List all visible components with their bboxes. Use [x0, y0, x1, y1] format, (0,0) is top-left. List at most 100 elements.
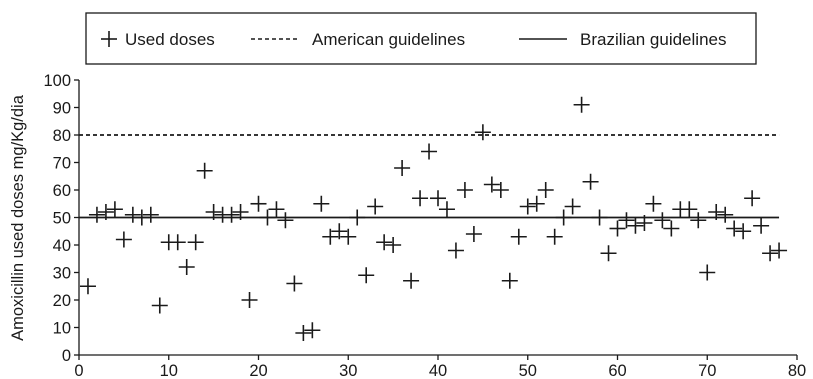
- data-point-marker: [187, 234, 204, 251]
- data-point-marker: [708, 204, 725, 220]
- data-point-marker: [591, 209, 608, 226]
- data-point-marker: [403, 272, 420, 289]
- x-tick-label: 70: [698, 362, 716, 379]
- data-point-marker: [232, 204, 249, 220]
- data-point-marker: [717, 206, 734, 223]
- data-point-marker: [474, 124, 491, 141]
- data-point-marker: [654, 212, 671, 229]
- data-point-marker: [447, 242, 464, 259]
- data-point-marker: [735, 223, 752, 240]
- y-tick-label: 70: [53, 155, 71, 173]
- data-point-marker: [627, 217, 644, 234]
- x-tick-label: 0: [74, 362, 83, 379]
- data-point-marker: [322, 228, 339, 245]
- data-point-marker: [313, 195, 330, 212]
- data-point-marker: [223, 206, 240, 223]
- data-point-marker: [492, 182, 509, 198]
- data-point-marker: [762, 245, 779, 262]
- data-point-marker: [421, 143, 438, 160]
- legend: Used doses American guidelines Brazilian…: [85, 12, 757, 65]
- data-point-marker: [537, 182, 554, 198]
- data-point-marker: [295, 325, 312, 341]
- data-points: [79, 96, 788, 341]
- y-tick-label: 10: [53, 320, 71, 338]
- x-tick-label: 30: [339, 362, 357, 379]
- x-tick-label: 20: [249, 362, 267, 379]
- data-point-marker: [573, 96, 590, 113]
- data-point-marker: [304, 322, 321, 339]
- data-point-marker: [358, 267, 375, 284]
- data-point-marker: [340, 228, 357, 245]
- y-tick-label: 60: [53, 182, 71, 200]
- y-tick-label: 0: [62, 347, 71, 365]
- x-tick-label: 80: [788, 362, 806, 379]
- data-point-marker: [124, 206, 141, 223]
- data-point-marker: [385, 237, 402, 253]
- data-point-marker: [618, 212, 635, 229]
- data-point-marker: [259, 209, 276, 226]
- data-point-marker: [609, 220, 626, 237]
- data-point-marker: [250, 195, 267, 212]
- y-tick-label: 30: [53, 265, 71, 283]
- data-point-marker: [771, 242, 788, 259]
- data-point-marker: [528, 195, 545, 212]
- data-point-marker: [555, 209, 572, 226]
- x-tick-label: 10: [160, 362, 178, 379]
- data-point-marker: [142, 206, 159, 223]
- data-point-marker: [501, 272, 518, 289]
- data-point-marker: [483, 176, 500, 193]
- data-point-marker: [456, 182, 473, 198]
- data-point-marker: [690, 212, 707, 229]
- x-tick-label: 60: [608, 362, 626, 379]
- data-point-marker: [115, 231, 132, 248]
- data-point-marker: [205, 204, 222, 220]
- data-point-marker: [636, 215, 653, 231]
- legend-label-brazilian-guidelines: Brazilian guidelines: [580, 30, 726, 49]
- axes: 0 10 20 30 40 50 60 70 80 90 100 0 10 20 30 40 50 60 70 80: [43, 72, 806, 379]
- data-point-marker: [106, 201, 123, 218]
- data-point-marker: [546, 228, 563, 245]
- data-point-marker: [349, 209, 366, 226]
- data-point-marker: [744, 190, 761, 207]
- data-point-marker: [268, 201, 285, 218]
- data-point-marker: [726, 220, 743, 237]
- data-point-marker: [79, 278, 96, 295]
- x-tick-label: 50: [519, 362, 537, 379]
- data-point-marker: [582, 173, 599, 190]
- data-point-marker: [510, 228, 527, 245]
- data-point-marker: [681, 201, 698, 218]
- data-point-marker: [169, 234, 186, 251]
- data-point-marker: [241, 292, 258, 308]
- data-point-marker: [600, 245, 617, 262]
- data-point-marker: [753, 217, 770, 234]
- y-tick-label: 100: [43, 72, 71, 90]
- data-point-marker: [412, 190, 429, 207]
- data-point-marker: [663, 220, 680, 237]
- y-tick-label: 90: [53, 100, 71, 118]
- data-point-marker: [564, 198, 581, 215]
- legend-box: [85, 12, 757, 65]
- data-point-marker: [519, 198, 536, 215]
- data-point-marker: [430, 190, 446, 207]
- y-tick-label: 50: [53, 210, 71, 228]
- y-axis-title: Amoxicillin used doses mg/Kg/dia: [9, 94, 27, 341]
- data-point-marker: [438, 201, 455, 218]
- data-point-marker: [196, 162, 213, 179]
- y-tick-label: 40: [53, 237, 71, 255]
- data-point-marker: [331, 223, 348, 240]
- data-point-marker: [394, 160, 411, 176]
- data-point-marker: [376, 234, 393, 251]
- y-tick-label: 80: [53, 127, 71, 145]
- data-point-marker: [277, 212, 294, 229]
- data-point-marker: [367, 198, 384, 215]
- data-point-marker: [286, 275, 303, 292]
- data-point-marker: [645, 195, 662, 212]
- data-point-marker: [699, 264, 716, 281]
- data-point-marker: [178, 259, 195, 275]
- data-point-marker: [133, 209, 150, 226]
- data-point-marker: [97, 204, 114, 220]
- legend-label-american-guidelines: American guidelines: [312, 30, 465, 49]
- legend-marker-used-doses: [101, 31, 117, 47]
- x-tick-label: 40: [429, 362, 447, 379]
